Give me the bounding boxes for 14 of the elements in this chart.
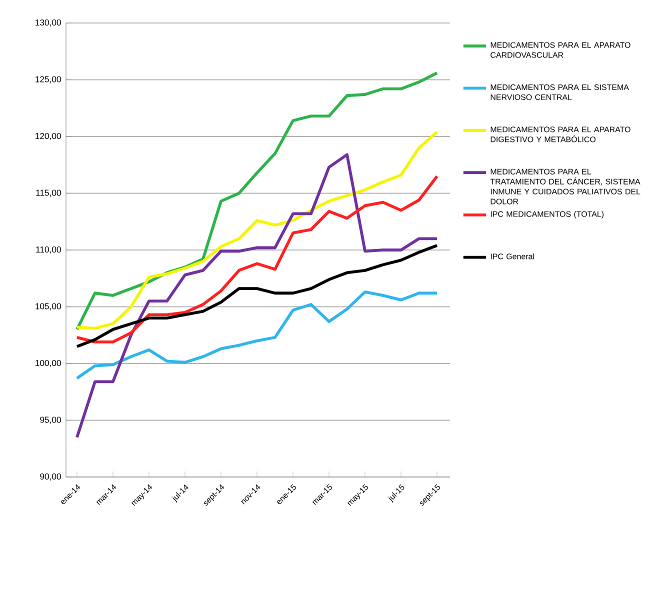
y-tick-label: 105,00 — [36, 303, 61, 310]
line-series — [76, 71, 438, 331]
y-tick-label: 90,00 — [40, 473, 61, 481]
line-series — [76, 130, 438, 330]
y-tick-label: 115,00 — [36, 190, 61, 197]
y-tick-label: 100,00 — [36, 360, 61, 368]
line-series — [76, 153, 438, 439]
y-tick-label: 95,00 — [40, 416, 61, 424]
y-tick-label: 125,00 — [36, 76, 61, 84]
y-tick-label: 130,00 — [36, 19, 61, 27]
y-tick-label: 110,00 — [36, 246, 61, 254]
line-series — [76, 290, 438, 380]
y-tick-label: 120,00 — [36, 132, 61, 140]
line-series — [76, 174, 438, 344]
